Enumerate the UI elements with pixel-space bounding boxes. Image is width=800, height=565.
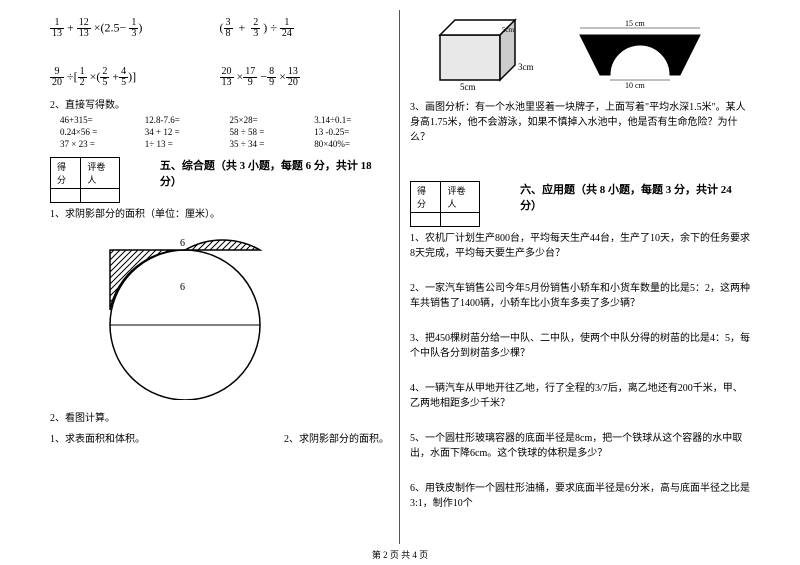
cube-d: 3cm bbox=[518, 62, 534, 72]
calc-cell: 35 ÷ 34 = bbox=[230, 139, 305, 149]
score-hdr: 得分 bbox=[411, 182, 441, 213]
q5-1: 1、求阴影部分的面积（单位：厘米）。 bbox=[50, 207, 389, 222]
cube-h: 5cm bbox=[502, 26, 515, 34]
math-row-1: 113 + 1213 ×(2.5− 13) (38 + 23 ) ÷ 124 bbox=[50, 18, 389, 39]
q5-2: 2、看图计算。 bbox=[50, 411, 389, 426]
right-column: 5cm 3cm 5cm 15 cm 10 cm 3、画图分析：有一个水池里竖着一… bbox=[400, 10, 760, 544]
calc-cell: 3.14÷0.1= bbox=[314, 115, 389, 125]
calc-cell: 0.24×56 = bbox=[60, 127, 135, 137]
den: 13 bbox=[77, 29, 91, 39]
section-6-title: 六、应用题（共 8 小题，每题 3 分，共计 24 分） bbox=[520, 181, 750, 213]
den: 13 bbox=[220, 78, 234, 88]
den: 5 bbox=[100, 78, 109, 88]
label-mid: 6 bbox=[180, 282, 185, 293]
den: 24 bbox=[280, 29, 294, 39]
section-5-title: 五、综合题（共 3 小题，每题 6 分，共计 18 分） bbox=[160, 157, 389, 189]
calc-cell: 1÷ 13 = bbox=[145, 139, 220, 149]
expr-2a: 920 ÷[12 ×(25 +45)] bbox=[50, 67, 220, 88]
cube-svg: 5cm 3cm 5cm bbox=[430, 10, 540, 90]
den: 9 bbox=[267, 78, 276, 88]
calc-cell: 37 × 23 = bbox=[60, 139, 135, 149]
val: 2.5 bbox=[105, 20, 120, 34]
left-column: 113 + 1213 ×(2.5− 13) (38 + 23 ) ÷ 124 9… bbox=[40, 10, 400, 544]
den: 9 bbox=[243, 78, 257, 88]
q6-6: 6、用铁皮制作一个圆柱形油桶，要求底面半径是6分米，高与底面半径之比是3:1，制… bbox=[410, 481, 750, 511]
calc-cell: 34 + 12 = bbox=[145, 127, 220, 137]
den: 3 bbox=[129, 29, 138, 39]
arch-svg: 15 cm 10 cm bbox=[570, 20, 710, 90]
q5-2-2: 2、求阴影部分的面积。 bbox=[284, 430, 389, 445]
den: 13 bbox=[50, 29, 64, 39]
den: 5 bbox=[119, 78, 128, 88]
score-box-5: 得分评卷人 五、综合题（共 3 小题，每题 6 分，共计 18 分） bbox=[50, 157, 389, 203]
circle-figure: 6 6 bbox=[80, 230, 389, 403]
expr-1b: (38 + 23 ) ÷ 124 bbox=[220, 18, 390, 39]
expr-1a: 113 + 1213 ×(2.5− 13) bbox=[50, 18, 220, 39]
q3-text: 3、画图分析：有一个水池里竖着一块牌子，上面写着"平均水深1.5米"。某人身高1… bbox=[410, 100, 750, 145]
q6-3: 3、把450棵树苗分给一中队、二中队，使两个中队分得的树苗的比是4：5，每个中队… bbox=[410, 331, 750, 361]
circle-svg: 6 6 bbox=[80, 230, 280, 400]
score-hdr: 评卷人 bbox=[441, 182, 480, 213]
calc-cell: 12.8-7.6= bbox=[145, 115, 220, 125]
arch-top: 15 cm bbox=[625, 20, 646, 28]
q6-1: 1、农机厂计划生产800台，平均每天生产44台，生产了10天，余下的任务要求8天… bbox=[410, 231, 750, 261]
expr-2b: 2013 ×179 −89 ×1320 bbox=[220, 67, 390, 88]
right-figures: 5cm 3cm 5cm 15 cm 10 cm bbox=[430, 10, 750, 90]
den: 8 bbox=[224, 29, 233, 39]
q5-2-1: 1、求表面积和体积。 bbox=[50, 430, 284, 445]
q6-2: 2、一家汽车销售公司今年5月份销售小轿车和小货车数量的比是5：2，这两种车共销售… bbox=[410, 281, 750, 311]
calc-cell: 46+315= bbox=[60, 115, 135, 125]
den: 20 bbox=[286, 78, 300, 88]
cube-w: 5cm bbox=[460, 82, 476, 90]
den: 2 bbox=[78, 78, 87, 88]
calc-grid: 46+315= 12.8-7.6= 25×28= 3.14÷0.1= 0.24×… bbox=[60, 115, 389, 149]
den: 3 bbox=[251, 29, 260, 39]
calc-cell: 13 -0.25= bbox=[314, 127, 389, 137]
score-box-6: 得分评卷人 六、应用题（共 8 小题，每题 3 分，共计 24 分） bbox=[410, 181, 750, 227]
calc-cell: 58 ÷ 58 = bbox=[230, 127, 305, 137]
label-top: 6 bbox=[180, 238, 185, 249]
score-table: 得分评卷人 bbox=[410, 181, 480, 227]
score-hdr: 得分 bbox=[51, 158, 81, 189]
q6-4: 4、一辆汽车从甲地开往乙地，行了全程的3/7后，离乙地还有200千米，甲、乙两地… bbox=[410, 381, 750, 411]
den: 20 bbox=[50, 78, 64, 88]
score-table: 得分评卷人 bbox=[50, 157, 120, 203]
q2-title: 2、直接写得数。 bbox=[50, 96, 389, 111]
calc-cell: 80×40%= bbox=[314, 139, 389, 149]
arch-bot: 10 cm bbox=[625, 81, 646, 90]
calc-cell: 25×28= bbox=[230, 115, 305, 125]
sub-q-row: 1、求表面积和体积。 2、求阴影部分的面积。 bbox=[50, 430, 389, 445]
score-hdr: 评卷人 bbox=[81, 158, 119, 189]
math-row-2: 920 ÷[12 ×(25 +45)] 2013 ×179 −89 ×1320 bbox=[50, 67, 389, 88]
page-footer: 第 2 页 共 4 页 bbox=[0, 544, 800, 565]
q6-5: 5、一个圆柱形玻璃容器的底面半径是8cm，把一个铁球从这个容器的水中取出，水面下… bbox=[410, 431, 750, 461]
page-content: 113 + 1213 ×(2.5− 13) (38 + 23 ) ÷ 124 9… bbox=[0, 0, 800, 544]
